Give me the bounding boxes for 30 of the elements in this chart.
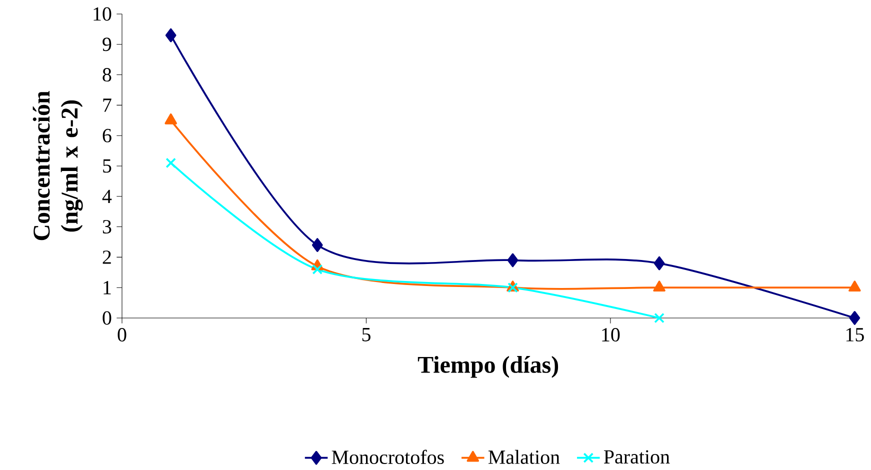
point <box>166 158 176 168</box>
y-tick-label: 1 <box>104 280 111 294</box>
y-tick-label: 7 <box>103 98 112 112</box>
y-tick-label: 6 <box>102 128 112 142</box>
y-tick-label: 4 <box>102 190 112 203</box>
point <box>165 28 176 42</box>
y-axis-title: Concentración (ng/ml x e-2) <box>32 91 83 240</box>
y-tick-label: 0 <box>102 311 112 325</box>
x-axis-title: Tiempo (días) <box>418 356 558 378</box>
point <box>507 253 518 268</box>
x-tick-label: 0 <box>118 328 126 342</box>
y-tick-label: 3 <box>102 220 112 234</box>
legend-label: Paration <box>604 450 670 464</box>
x-tick-label: 15 <box>846 328 864 342</box>
y-tick-label: 5 <box>103 159 112 173</box>
x-tick-label: 10 <box>602 328 620 342</box>
point <box>312 238 323 252</box>
y-tick-label: 2 <box>102 250 111 264</box>
legend-label: Monocrotofos <box>332 450 444 464</box>
point <box>654 256 665 270</box>
y-tick-label: 9 <box>102 38 112 52</box>
point <box>653 280 666 292</box>
point <box>849 311 860 325</box>
point <box>848 280 861 292</box>
point <box>654 312 664 324</box>
legend-label: Malation <box>488 450 560 464</box>
y-tick-label: 10 <box>94 7 112 21</box>
point <box>312 264 323 275</box>
y-tick-label: 8 <box>102 68 112 82</box>
x-tick-label: 5 <box>362 328 370 342</box>
